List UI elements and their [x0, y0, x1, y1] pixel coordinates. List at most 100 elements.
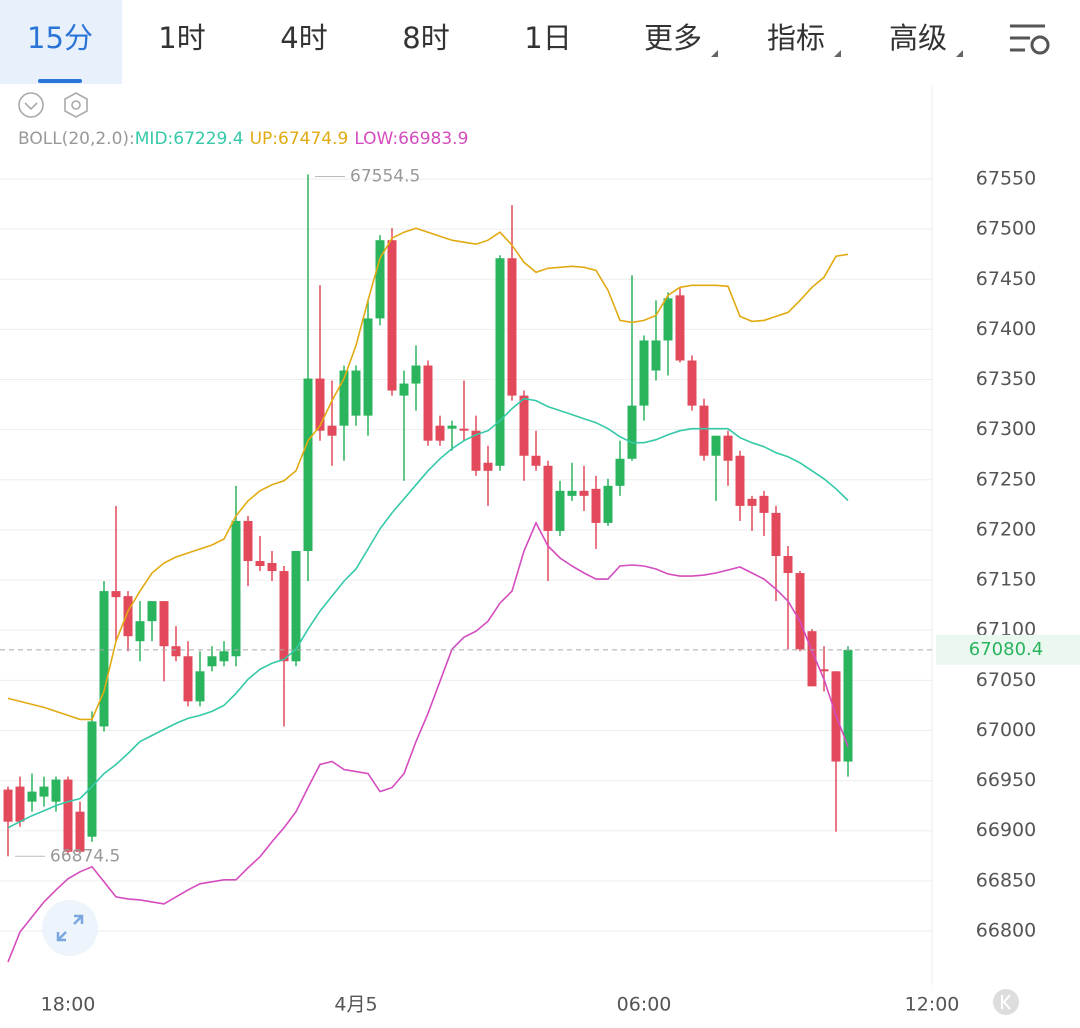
candle-body	[771, 512, 781, 557]
boll-line	[7, 227, 849, 721]
candle-body	[207, 656, 217, 667]
dropdown-caret	[956, 50, 963, 57]
timeframe-tabs: 15分 1时 4时 8时 1日 更多 指标 高级	[27, 21, 963, 57]
candle-body	[75, 811, 85, 852]
candle-body	[507, 258, 517, 396]
y-tick-label: 66850	[976, 869, 1036, 891]
candle-body	[27, 791, 37, 802]
candle-body	[423, 365, 433, 441]
legend-item: MID:67229.4	[135, 129, 244, 149]
plot: 67554.5 66874.5 67080.4	[0, 167, 1080, 963]
y-tick-label: 66800	[976, 919, 1036, 941]
y-tick-label: 67250	[976, 468, 1036, 490]
y-tick-label: 67350	[976, 368, 1036, 390]
x-tick-label: 06:00	[617, 994, 672, 1016]
tab[interactable]: 更多	[644, 21, 702, 55]
candle-body	[399, 383, 409, 396]
y-tick-label: 67400	[976, 318, 1036, 340]
tab[interactable]: 指标	[767, 21, 825, 55]
candle-body	[303, 378, 313, 551]
candle-body	[555, 490, 565, 531]
k-button[interactable]	[993, 989, 1019, 1015]
candle-body	[447, 425, 457, 429]
candle-body	[759, 495, 769, 513]
candle-body	[123, 596, 133, 637]
candle-body	[591, 488, 601, 523]
candle-body	[183, 656, 193, 702]
y-tick-label: 67000	[976, 719, 1036, 741]
legend-item: UP:67474.9	[250, 129, 349, 149]
candle-body	[819, 669, 829, 672]
x-tick-label: 18:00	[41, 994, 96, 1016]
candle-body	[87, 721, 97, 837]
candle-body	[735, 455, 745, 506]
y-tick-label: 66950	[976, 769, 1036, 791]
candle-body	[51, 779, 61, 802]
candle-body	[315, 378, 325, 431]
last-price-label: 67080.4	[969, 639, 1043, 660]
tab[interactable]: 1日	[524, 21, 571, 55]
candle-body	[675, 295, 685, 361]
candle-body	[99, 591, 109, 727]
candle-body	[807, 631, 817, 687]
candle-body	[171, 646, 181, 657]
candle-body	[135, 621, 145, 642]
indicator-legend: BOLL(20,2.0):MID:67229.4 UP:67474.9 LOW:66…	[18, 129, 468, 149]
max-label: 67554.5	[350, 167, 420, 187]
settings-hex-dot	[71, 100, 81, 110]
y-tick-label: 66900	[976, 819, 1036, 841]
candle-body	[747, 498, 757, 506]
candle-body	[147, 601, 157, 622]
candle-body	[795, 573, 805, 650]
y-tick-label: 67150	[976, 569, 1036, 591]
x-tick-label: 4月5	[334, 994, 377, 1016]
candle-body	[411, 365, 421, 384]
candle-body	[615, 458, 625, 486]
tab[interactable]: 1时	[158, 21, 205, 55]
candle-body	[567, 490, 577, 496]
tab[interactable]: 4时	[280, 21, 327, 55]
collapse-icon[interactable]	[18, 92, 44, 118]
tab[interactable]: 高级	[889, 21, 947, 55]
candle-body	[243, 520, 253, 562]
candle-body	[63, 779, 73, 852]
candle-body	[219, 651, 229, 662]
tab[interactable]: 8时	[402, 21, 449, 55]
expand-icon	[56, 914, 84, 942]
candle-body	[639, 340, 649, 406]
candle-body	[843, 649, 853, 762]
candle-body	[579, 490, 589, 496]
candle-body	[471, 430, 481, 471]
dropdown-caret	[834, 50, 841, 57]
settings-icon[interactable]	[1010, 24, 1050, 55]
candle-body	[375, 240, 385, 319]
collapse-chevron	[24, 102, 38, 111]
candle-body	[519, 395, 529, 456]
candle-body	[327, 425, 337, 436]
candle-body	[483, 462, 493, 471]
x-tick-label: 12:00	[905, 994, 960, 1016]
active-tab-bg	[0, 0, 122, 84]
candle-body	[495, 258, 505, 466]
candle-body	[159, 601, 169, 647]
legend-item: LOW:66983.9	[354, 129, 468, 149]
y-tick-label: 67300	[976, 418, 1036, 440]
expand-button[interactable]	[42, 900, 98, 956]
candle-body	[3, 789, 13, 822]
settings-hex-icon[interactable]	[64, 92, 88, 118]
candle-body	[687, 360, 697, 406]
tab[interactable]: 15分	[27, 21, 93, 55]
y-tick-label: 67050	[976, 669, 1036, 691]
k-icon	[1001, 994, 1011, 1010]
candle-body	[363, 318, 373, 416]
candle-body	[387, 240, 397, 391]
candle-body	[279, 571, 289, 662]
boll-line	[7, 397, 849, 829]
candle-body	[255, 561, 265, 567]
min-label: 66874.5	[50, 846, 120, 866]
candle-body	[651, 340, 661, 371]
last-price-bg	[936, 634, 1080, 665]
candle-body	[195, 671, 205, 702]
candle-body	[543, 465, 553, 531]
